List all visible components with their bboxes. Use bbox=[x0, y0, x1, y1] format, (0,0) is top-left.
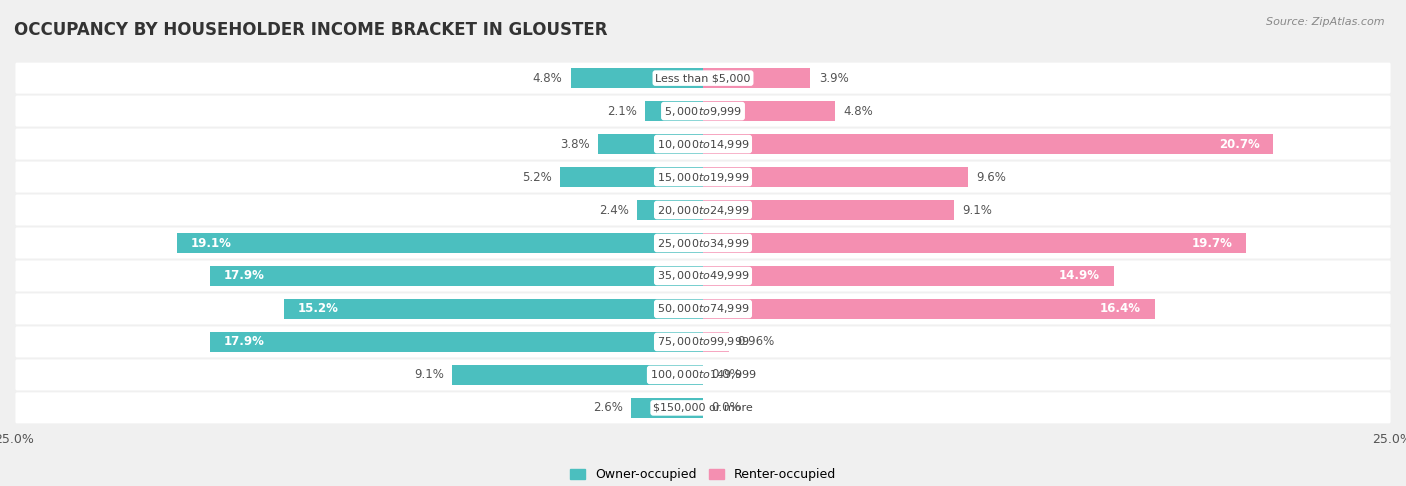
Text: 2.4%: 2.4% bbox=[599, 204, 628, 217]
Text: $15,000 to $19,999: $15,000 to $19,999 bbox=[657, 171, 749, 184]
Text: $25,000 to $34,999: $25,000 to $34,999 bbox=[657, 237, 749, 249]
Text: 9.1%: 9.1% bbox=[962, 204, 991, 217]
Text: 9.1%: 9.1% bbox=[415, 368, 444, 382]
Text: 19.7%: 19.7% bbox=[1191, 237, 1232, 249]
Text: 3.8%: 3.8% bbox=[561, 138, 591, 151]
FancyBboxPatch shape bbox=[15, 294, 1391, 325]
Bar bbox=[631, 398, 703, 418]
Bar bbox=[703, 299, 1154, 319]
Text: 5.2%: 5.2% bbox=[522, 171, 551, 184]
FancyBboxPatch shape bbox=[15, 227, 1391, 259]
Bar bbox=[599, 134, 703, 154]
Text: $20,000 to $24,999: $20,000 to $24,999 bbox=[657, 204, 749, 217]
Bar bbox=[703, 332, 730, 352]
Text: 2.1%: 2.1% bbox=[607, 104, 637, 118]
Bar bbox=[703, 101, 835, 122]
Text: Less than $5,000: Less than $5,000 bbox=[655, 73, 751, 83]
Text: $100,000 to $149,999: $100,000 to $149,999 bbox=[650, 368, 756, 382]
Text: $50,000 to $74,999: $50,000 to $74,999 bbox=[657, 302, 749, 315]
FancyBboxPatch shape bbox=[15, 194, 1391, 226]
FancyBboxPatch shape bbox=[15, 360, 1391, 390]
Text: 3.9%: 3.9% bbox=[818, 71, 848, 85]
Bar bbox=[209, 266, 703, 286]
Bar bbox=[284, 299, 703, 319]
Text: 20.7%: 20.7% bbox=[1219, 138, 1260, 151]
FancyBboxPatch shape bbox=[15, 161, 1391, 192]
Text: 4.8%: 4.8% bbox=[533, 71, 562, 85]
FancyBboxPatch shape bbox=[15, 327, 1391, 357]
Bar bbox=[703, 266, 1114, 286]
Text: 15.2%: 15.2% bbox=[298, 302, 339, 315]
Bar bbox=[703, 167, 967, 187]
Bar bbox=[703, 200, 953, 220]
Bar bbox=[703, 134, 1274, 154]
FancyBboxPatch shape bbox=[15, 63, 1391, 94]
Text: 4.8%: 4.8% bbox=[844, 104, 873, 118]
Bar bbox=[637, 200, 703, 220]
Text: OCCUPANCY BY HOUSEHOLDER INCOME BRACKET IN GLOUSTER: OCCUPANCY BY HOUSEHOLDER INCOME BRACKET … bbox=[14, 20, 607, 38]
Text: $75,000 to $99,999: $75,000 to $99,999 bbox=[657, 335, 749, 348]
Bar bbox=[560, 167, 703, 187]
Text: 9.6%: 9.6% bbox=[976, 171, 1005, 184]
FancyBboxPatch shape bbox=[15, 260, 1391, 292]
FancyBboxPatch shape bbox=[15, 392, 1391, 423]
Text: $150,000 or more: $150,000 or more bbox=[654, 403, 752, 413]
Text: $10,000 to $14,999: $10,000 to $14,999 bbox=[657, 138, 749, 151]
Bar bbox=[645, 101, 703, 122]
Text: 0.0%: 0.0% bbox=[711, 401, 741, 415]
Text: 16.4%: 16.4% bbox=[1099, 302, 1142, 315]
Text: 14.9%: 14.9% bbox=[1059, 269, 1099, 282]
Text: Source: ZipAtlas.com: Source: ZipAtlas.com bbox=[1267, 17, 1385, 27]
FancyBboxPatch shape bbox=[15, 129, 1391, 159]
Text: $35,000 to $49,999: $35,000 to $49,999 bbox=[657, 269, 749, 282]
Text: 2.6%: 2.6% bbox=[593, 401, 623, 415]
Bar bbox=[571, 68, 703, 88]
Bar bbox=[703, 68, 810, 88]
Text: 17.9%: 17.9% bbox=[224, 269, 264, 282]
Text: 17.9%: 17.9% bbox=[224, 335, 264, 348]
Text: 19.1%: 19.1% bbox=[190, 237, 232, 249]
Text: 0.96%: 0.96% bbox=[738, 335, 775, 348]
Bar bbox=[703, 233, 1246, 253]
Bar bbox=[177, 233, 703, 253]
Bar bbox=[453, 364, 703, 385]
Text: $5,000 to $9,999: $5,000 to $9,999 bbox=[664, 104, 742, 118]
Text: 0.0%: 0.0% bbox=[711, 368, 741, 382]
Legend: Owner-occupied, Renter-occupied: Owner-occupied, Renter-occupied bbox=[565, 464, 841, 486]
Bar bbox=[209, 332, 703, 352]
FancyBboxPatch shape bbox=[15, 96, 1391, 126]
